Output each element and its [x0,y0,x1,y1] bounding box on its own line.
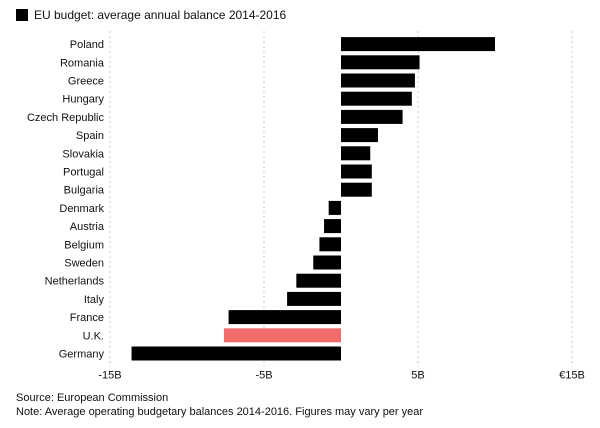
bar [328,200,341,215]
bar [341,55,420,70]
bar [287,291,341,306]
category-label: Netherlands [45,276,105,288]
category-label: Romania [60,57,105,69]
bar [228,310,341,325]
category-label: U.K. [83,330,104,342]
bar [341,182,372,197]
bar-chart: -15B -5B 5B €15B Poland Romania Greece Hungary C… [27,31,585,382]
legend-swatch [16,9,28,21]
bar [131,346,341,361]
footnote: Note: Average operating budgetary balanc… [16,406,424,418]
category-label: France [70,312,104,324]
category-label: Belgium [64,239,104,251]
category-label: Poland [70,39,104,51]
category-label: Czech Republic [27,112,105,124]
bar [341,164,372,179]
bar [341,91,412,106]
chart-legend: EU budget: average annual balance 2014-2… [16,8,286,22]
category-label: Sweden [64,258,104,270]
bar [341,73,415,88]
source-note: Source: European Commission [16,392,169,404]
bar [324,219,341,234]
bar [341,109,403,124]
x-tick-label: -5B [255,370,272,382]
x-tick-label: 5B [411,370,424,382]
legend-label: EU budget: average annual balance 2014-2… [34,8,287,22]
category-label: Slovakia [62,148,104,160]
category-label: Bulgaria [64,185,105,197]
category-label: Spain [76,130,104,142]
bar [223,328,341,343]
category-label: Germany [59,349,105,361]
category-label: Austria [70,221,105,233]
bar [296,273,341,288]
category-label: Italy [84,294,105,306]
bar [341,37,495,52]
category-label: Portugal [63,167,104,179]
category-label: Hungary [62,94,104,106]
bar [341,146,371,161]
category-label: Denmark [59,203,104,215]
bar [319,237,341,252]
bar [313,255,341,270]
bar [341,128,378,143]
category-label: Greece [68,76,104,88]
x-tick-label: -15B [98,370,121,382]
x-tick-label: €15B [559,370,585,382]
